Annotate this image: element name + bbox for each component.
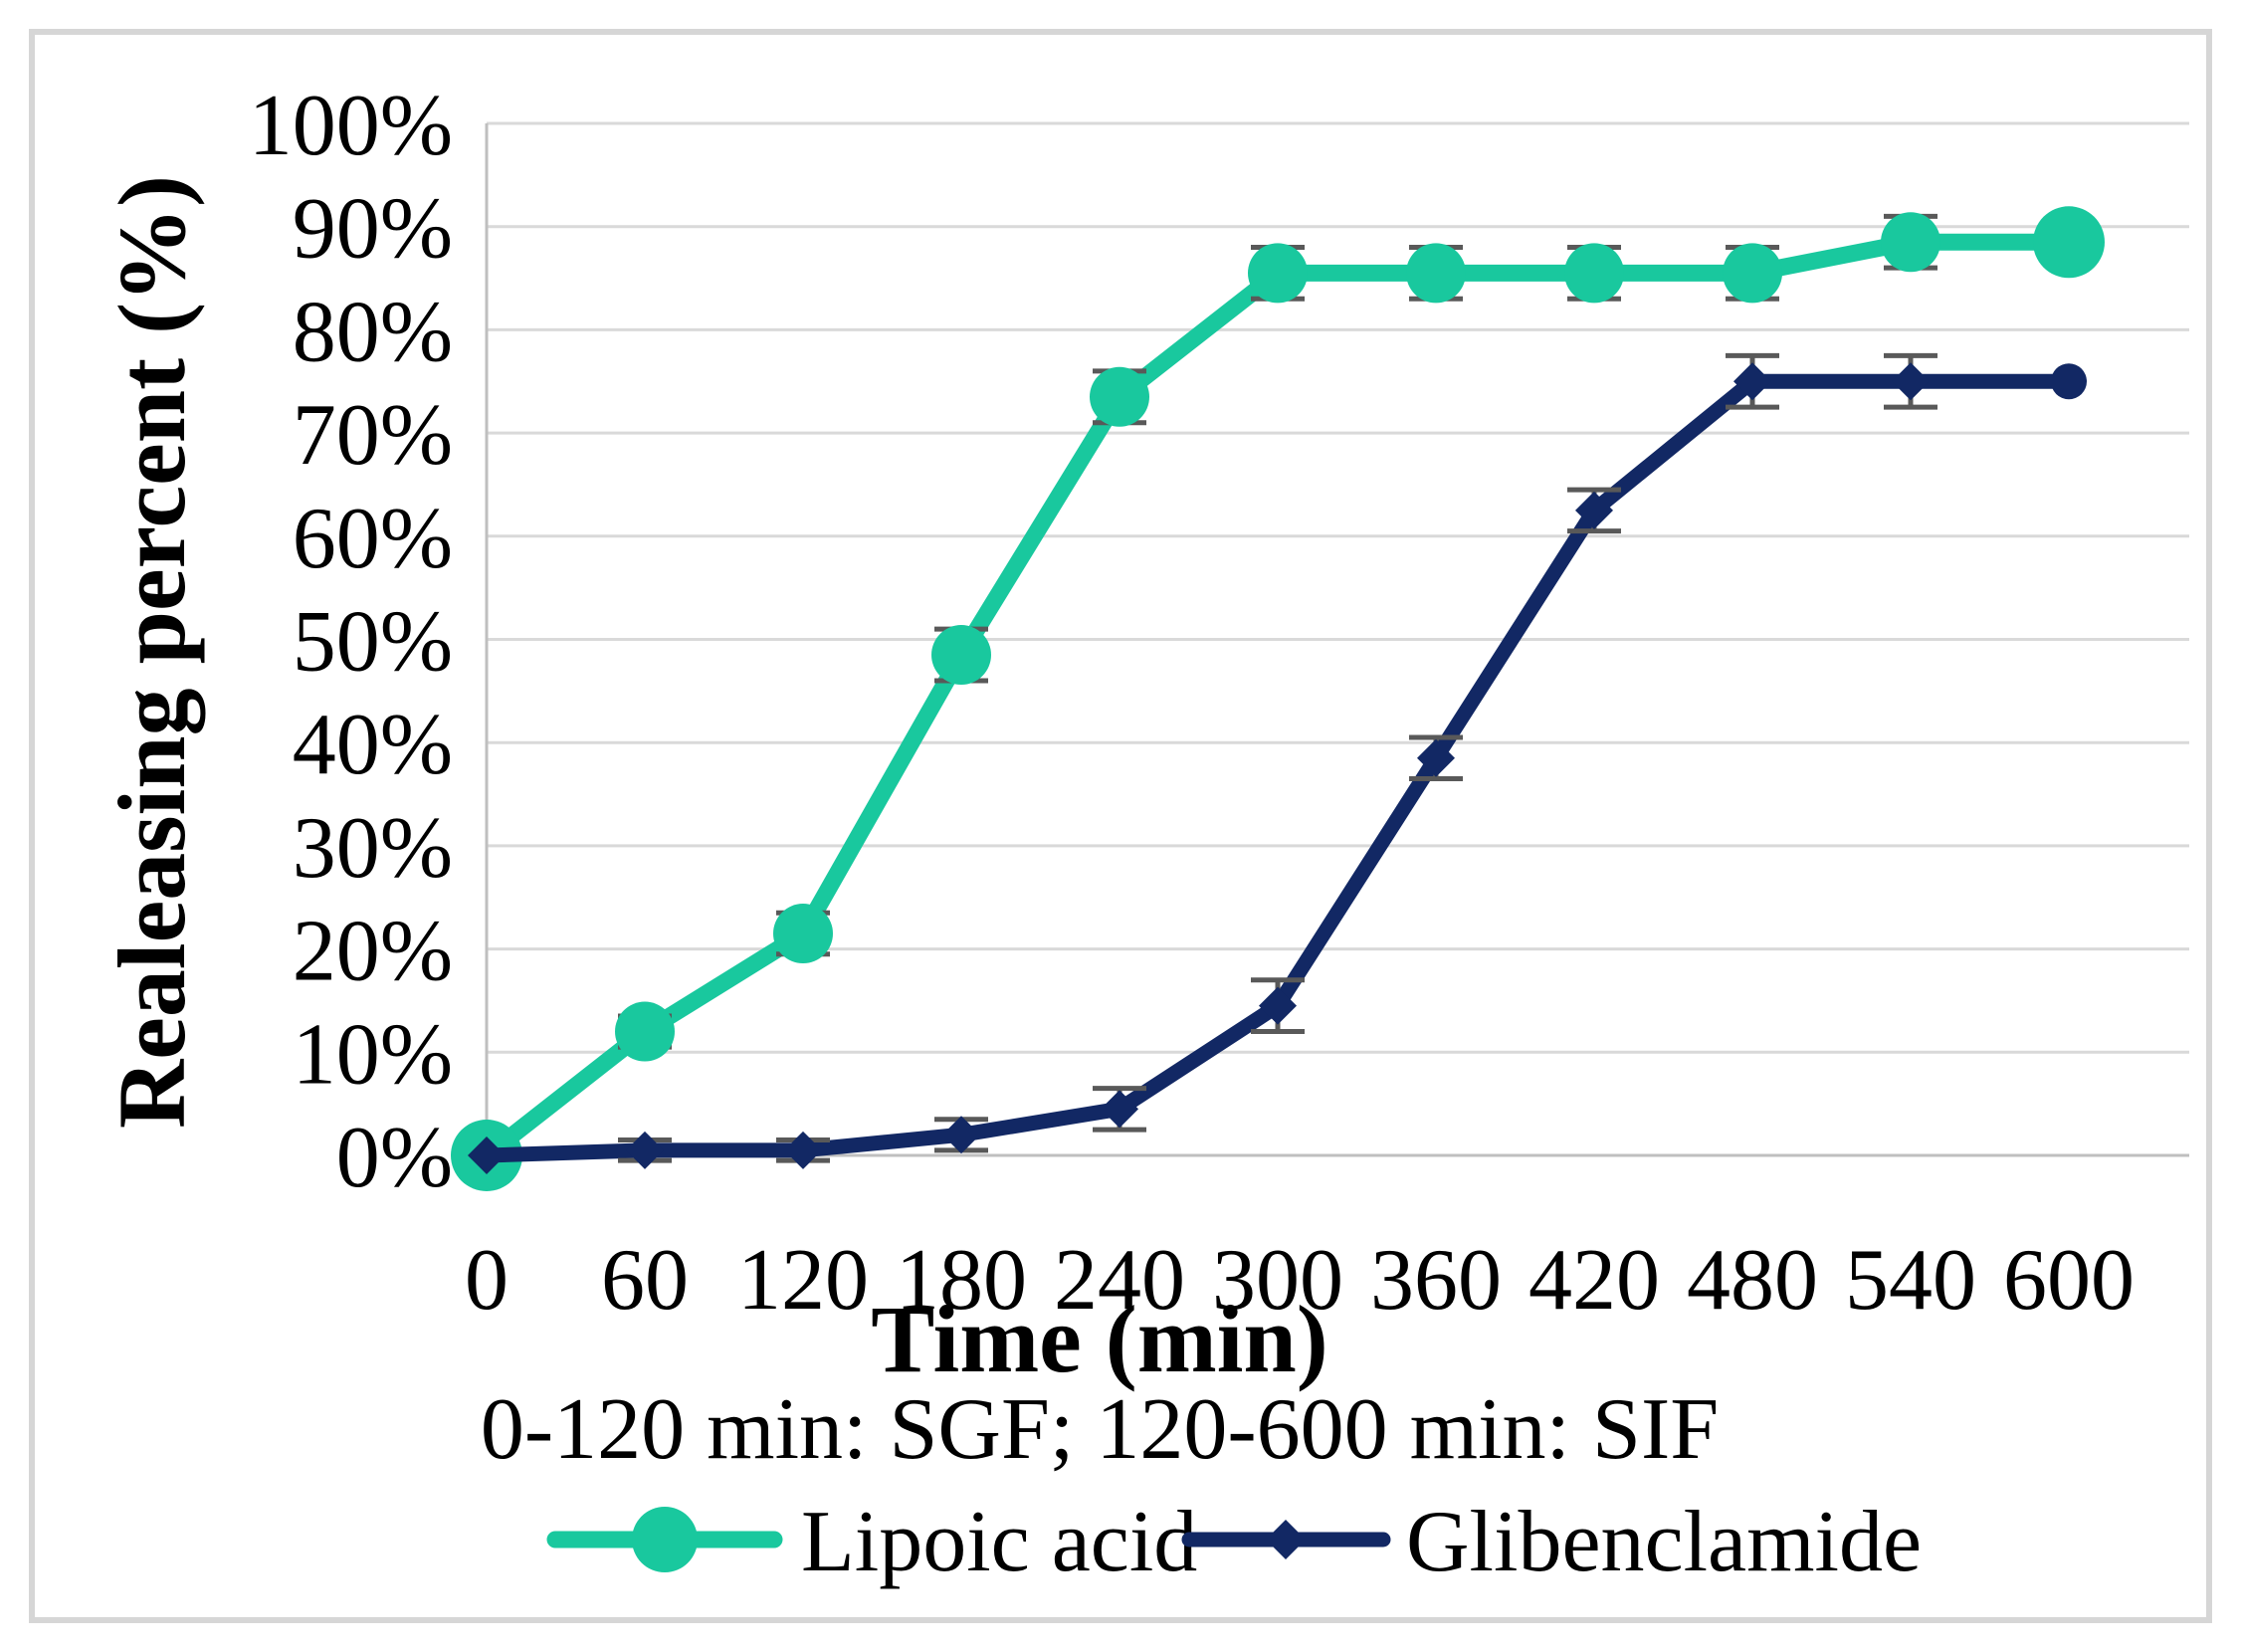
x-tick-label-120: 120 — [737, 1232, 869, 1329]
data-point-marker — [1892, 362, 1930, 401]
data-point-marker — [784, 1131, 822, 1169]
data-point-marker — [1248, 243, 1308, 304]
y-tick-label-10: 10% — [293, 1006, 453, 1103]
data-point-marker — [1723, 243, 1782, 304]
y-tick-label-90: 90% — [293, 181, 453, 278]
x-tick-label-420: 420 — [1528, 1232, 1660, 1329]
data-point-marker — [1090, 366, 1149, 427]
y-tick-label-100: 100% — [249, 78, 453, 174]
legend-marker-circle-lipoic-acid — [632, 1507, 698, 1572]
markers-lipoic-acid — [451, 206, 2105, 1191]
y-tick-label-80: 80% — [293, 284, 453, 380]
x-tick-label-480: 480 — [1687, 1232, 1818, 1329]
x-axis-subtitle: 0-120 min: SGF; 120-600 min: SIF — [481, 1381, 1719, 1478]
y-tick-label-50: 50% — [293, 594, 453, 691]
data-point-marker — [1101, 1090, 1138, 1129]
legend: Lipoic acid Glibenclamide — [546, 1494, 1922, 1590]
y-tick-label-30: 30% — [293, 800, 453, 897]
x-tick-label-540: 540 — [1845, 1232, 1976, 1329]
data-point-marker — [468, 1136, 506, 1174]
data-point-marker — [1259, 986, 1297, 1025]
legend-item-glibenclamide: Glibenclamide — [1181, 1494, 1922, 1590]
legend-item-lipoic-acid: Lipoic acid — [546, 1494, 1197, 1590]
x-tick-label-180: 180 — [896, 1232, 1027, 1329]
y-tick-label-20: 20% — [293, 904, 453, 1000]
y-tick-label-60: 60% — [293, 491, 453, 587]
legend-label-lipoic-acid: Lipoic acid — [801, 1494, 1197, 1590]
x-tick-label-600: 600 — [2003, 1232, 2135, 1329]
data-point-marker — [1881, 212, 1940, 273]
data-point-marker — [1575, 491, 1613, 529]
series-glibenclamide — [468, 352, 2087, 1174]
data-point-marker — [626, 1131, 664, 1169]
data-point-marker — [2051, 363, 2087, 400]
y-tick-label-40: 40% — [293, 697, 453, 793]
gridlines — [487, 121, 2189, 1157]
data-point-marker — [1417, 738, 1455, 777]
x-tick-label-60: 60 — [601, 1232, 689, 1329]
x-axis-tick-labels: 0 60 120 180 240 300 360 420 480 540 600 — [465, 1232, 2135, 1329]
data-point-marker — [942, 1116, 980, 1154]
data-point-marker — [773, 904, 833, 964]
series-lipoic-acid — [451, 206, 2105, 1191]
legend-label-glibenclamide: Glibenclamide — [1406, 1494, 1922, 1590]
x-tick-label-360: 360 — [1370, 1232, 1502, 1329]
y-axis-title: Realeasing percent (%) — [99, 175, 205, 1129]
data-point-marker — [2033, 206, 2105, 279]
x-axis-title: Time (min) — [871, 1286, 1328, 1392]
data-point-marker — [1406, 243, 1466, 304]
data-point-marker — [1564, 243, 1624, 304]
series-plot — [451, 206, 2105, 1191]
chart-frame — [29, 29, 2212, 1623]
legend-marker-diamond-glibenclamide — [1266, 1520, 1306, 1559]
y-axis-tick-labels: 0%10%20%30%40%50%60%70%80%90%100% — [249, 78, 453, 1206]
y-tick-label-70: 70% — [293, 387, 453, 484]
x-tick-label-300: 300 — [1212, 1232, 1343, 1329]
y-tick-label-0: 0% — [336, 1110, 453, 1206]
data-point-marker — [615, 1001, 675, 1062]
x-tick-label-0: 0 — [465, 1232, 509, 1329]
data-point-marker — [1733, 362, 1771, 401]
data-point-marker — [931, 625, 991, 686]
x-tick-label-240: 240 — [1054, 1232, 1185, 1329]
markers-glibenclamide — [468, 362, 2087, 1174]
